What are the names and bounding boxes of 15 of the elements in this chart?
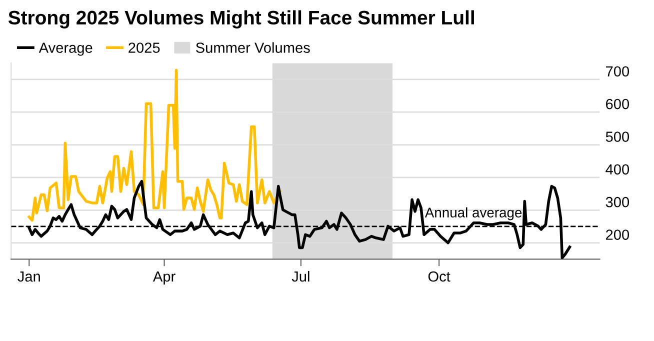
y-tick-label: 500 — [606, 132, 630, 142]
x-tick-label: Jul — [292, 270, 310, 282]
x-tick-label: Apr — [152, 272, 176, 285]
x-tick-label: Jan — [18, 272, 40, 282]
legend-label: Summer Volumes — [196, 42, 310, 53]
legend-label: Average — [38, 42, 92, 56]
y-tick-label: 400 — [606, 164, 630, 175]
x-tick-label: Oct — [428, 271, 450, 282]
chart-title: Strong 2025 Volumes Might Still Face Summer Lull — [8, 10, 474, 28]
y-tick-label: 700 — [606, 66, 630, 77]
legend-label: 2025 — [128, 42, 160, 53]
y-tick-label: 600 — [606, 98, 630, 110]
y-tick-label: 300 — [606, 196, 630, 208]
y-tick-label: 200 — [606, 230, 630, 240]
ref-line-label: Annual average — [424, 207, 522, 220]
